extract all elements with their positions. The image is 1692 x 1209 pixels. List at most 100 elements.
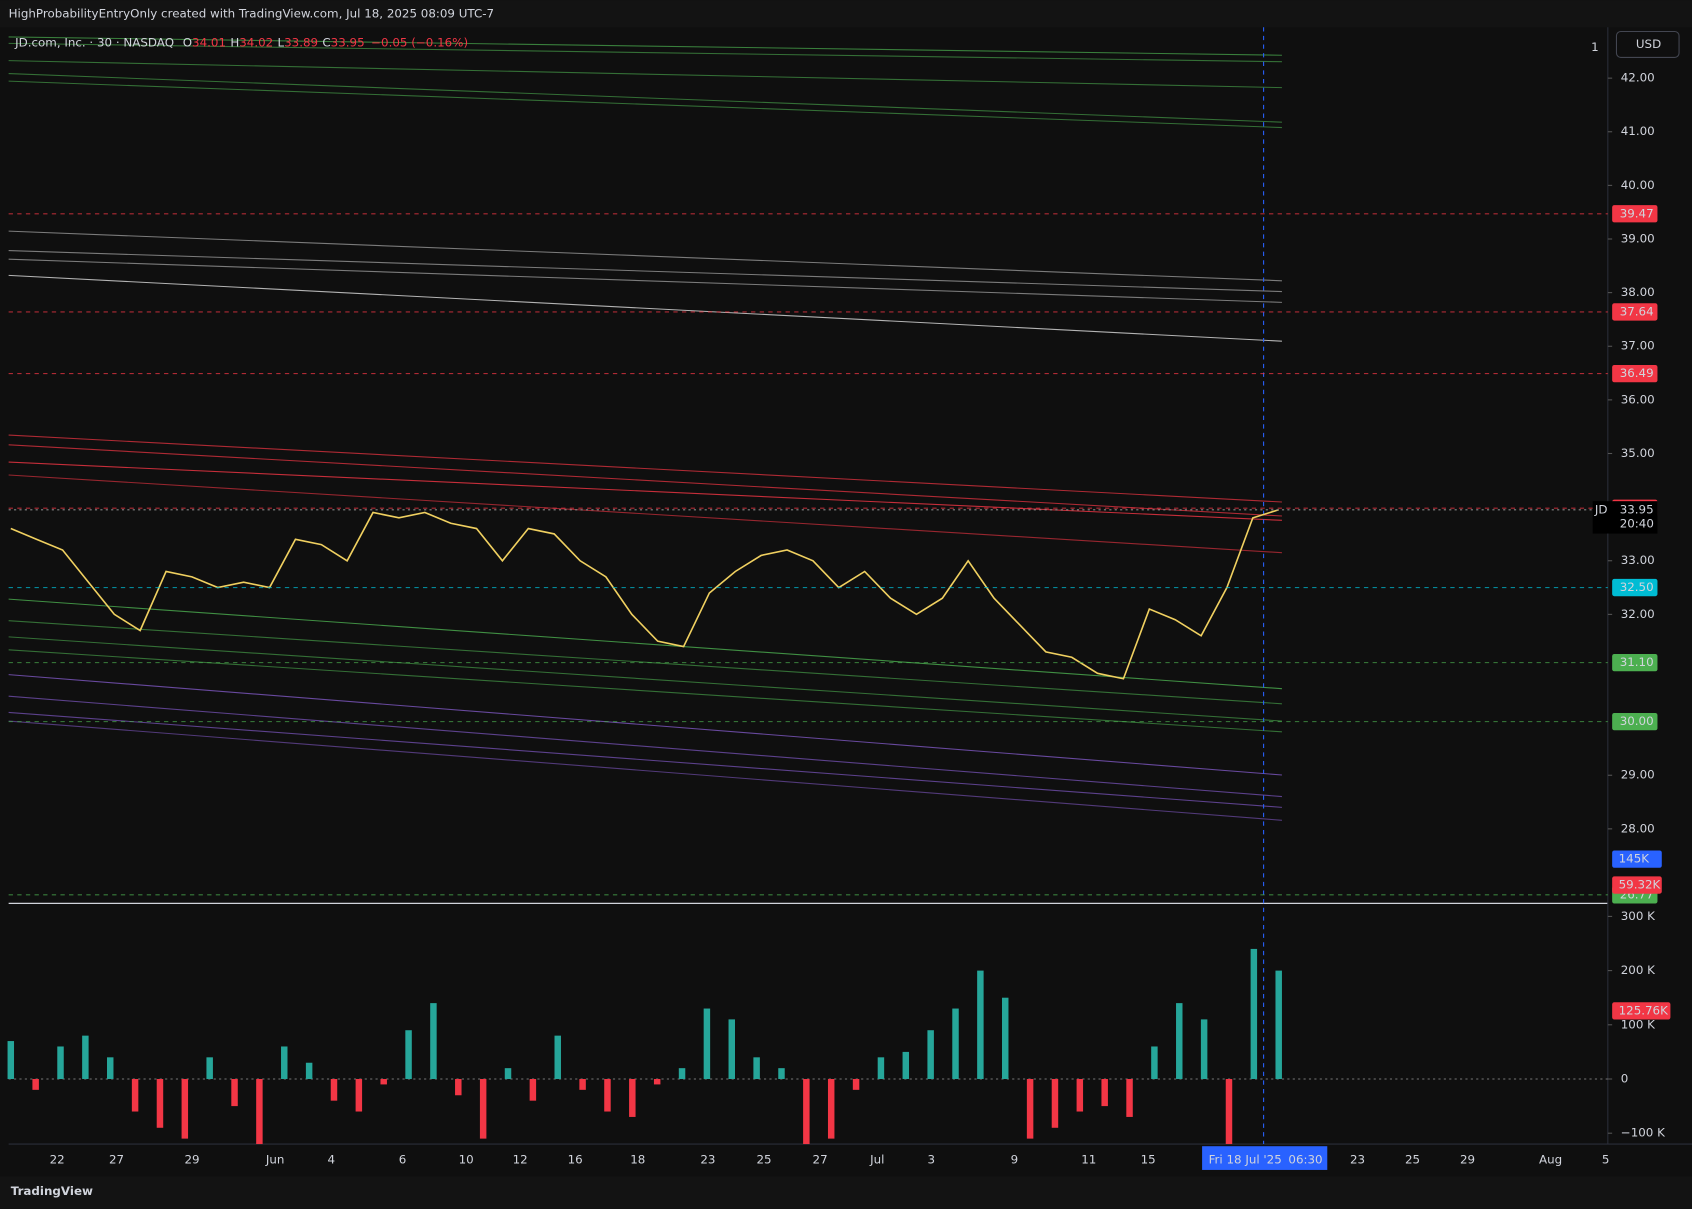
ohlc-value: 33.89 xyxy=(284,35,318,49)
histogram-bar xyxy=(604,1079,611,1112)
x-tick-label: 25 xyxy=(1405,1153,1420,1167)
y-tick-label: −100 K xyxy=(1621,1126,1666,1140)
ohlc-key: C xyxy=(322,35,330,49)
histogram-bar xyxy=(131,1079,139,1112)
histogram-bar xyxy=(1002,997,1009,1080)
histogram-bar xyxy=(281,1046,288,1080)
y-tick-label: 40.00 xyxy=(1621,178,1655,192)
brand: TradingView xyxy=(11,1184,93,1198)
crosshair-label xyxy=(1202,1146,1328,1170)
ohlc-key: L xyxy=(278,35,285,49)
histogram-bar xyxy=(380,1079,387,1085)
histogram-bar xyxy=(1275,970,1282,1080)
price-label-bg xyxy=(1612,364,1658,383)
histogram-bar xyxy=(7,1041,15,1080)
x-tick-label: Jul xyxy=(869,1153,884,1167)
ohlc-value: 34.01 xyxy=(192,35,226,49)
histogram-bar xyxy=(952,1008,959,1080)
price-label-bg xyxy=(1612,654,1658,672)
histogram-bar xyxy=(181,1079,189,1139)
scale-mode[interactable]: 1 xyxy=(1591,40,1599,54)
histogram-bar xyxy=(455,1079,462,1096)
histogram-bar xyxy=(653,1079,661,1085)
histogram-bar xyxy=(1101,1079,1108,1107)
y-tick-label: 200 K xyxy=(1621,963,1656,977)
y-tick-label: 32.00 xyxy=(1621,607,1655,621)
volume-label-bg xyxy=(1612,850,1662,868)
histogram-bar xyxy=(778,1068,785,1080)
histogram-bar xyxy=(728,1019,736,1080)
y-tick-label: 100 K xyxy=(1621,1017,1656,1031)
y-tick-label: 35.00 xyxy=(1621,446,1655,460)
y-tick-label: 42.00 xyxy=(1621,71,1655,85)
histogram-bar xyxy=(305,1062,313,1080)
price-label-bg xyxy=(1612,205,1658,223)
histogram-bar xyxy=(32,1079,39,1090)
x-tick-label: 27 xyxy=(109,1153,124,1167)
histogram-bar xyxy=(977,970,984,1080)
histogram-bar xyxy=(927,1030,934,1080)
ohlc-key: O xyxy=(183,35,192,49)
change: −0.05 (−0.16%) xyxy=(371,35,468,49)
crosshair-time: 06:30 xyxy=(1288,1153,1322,1167)
histogram-bar xyxy=(678,1068,686,1080)
histogram-bar xyxy=(479,1079,487,1139)
symbol-legend: JD.com, Inc. · 30 · NASDAQ O34.01 H34.02 L3… xyxy=(14,35,468,49)
ohlc-key: H xyxy=(230,35,239,49)
price-label: 39.47 xyxy=(1620,206,1654,220)
current-time: 20:40 xyxy=(1620,516,1654,530)
currency-button[interactable] xyxy=(1615,30,1680,58)
x-tick-label: 5 xyxy=(1602,1153,1610,1167)
histogram-bar xyxy=(82,1035,89,1080)
symbol: JD.com, Inc. · 30 · NASDAQ xyxy=(14,35,174,49)
price-label: 32.50 xyxy=(1620,580,1654,594)
price-label: 31.10 xyxy=(1620,655,1654,669)
x-tick-label: 11 xyxy=(1081,1153,1096,1167)
y-tick-label: 38.00 xyxy=(1621,285,1655,299)
price-label: 37.64 xyxy=(1620,304,1654,318)
price-label: 36.49 xyxy=(1620,366,1654,380)
x-tick-label: 10 xyxy=(459,1153,474,1167)
ohlc: O34.01 H34.02 L33.89 C33.95 xyxy=(183,35,365,49)
current-price: 33.95 xyxy=(1620,502,1654,516)
histogram-bar xyxy=(579,1079,586,1090)
x-tick-label: 12 xyxy=(513,1153,528,1167)
x-tick-label: 16 xyxy=(568,1153,583,1167)
ohlc-value: 33.95 xyxy=(331,35,365,49)
x-tick-label: 6 xyxy=(399,1153,407,1167)
crosshair-date: Fri 18 Jul '25 xyxy=(1209,1153,1282,1167)
x-tick-label: Jun xyxy=(265,1153,285,1167)
y-tick-label: 39.00 xyxy=(1621,232,1655,246)
y-tick-label: 37.00 xyxy=(1621,339,1655,353)
x-tick-label: 27 xyxy=(813,1153,828,1167)
y-tick-label: 28.00 xyxy=(1621,821,1655,835)
x-tick-label: Aug xyxy=(1539,1153,1562,1167)
symbol-tag: JD xyxy=(1594,502,1608,516)
histogram-bar xyxy=(1151,1046,1158,1080)
x-tick-label: 23 xyxy=(1350,1153,1365,1167)
y-tick-label: 33.00 xyxy=(1621,553,1655,567)
x-tick-label: 29 xyxy=(185,1153,200,1167)
price-label-bg xyxy=(1612,712,1658,731)
histogram-bar xyxy=(355,1079,363,1112)
footer xyxy=(0,1176,1692,1209)
histogram-bar xyxy=(554,1035,561,1080)
histogram-bar xyxy=(1176,1003,1183,1080)
price-label: 30.00 xyxy=(1620,714,1654,728)
y-tick-label: 41.00 xyxy=(1621,124,1655,138)
histogram-bar xyxy=(877,1057,885,1080)
histogram-bar xyxy=(1051,1079,1059,1128)
x-tick-label: 22 xyxy=(50,1153,65,1167)
histogram-bar xyxy=(1250,948,1258,1080)
x-tick-label: 25 xyxy=(756,1153,771,1167)
histogram-bar xyxy=(1026,1079,1034,1139)
current-price-bg xyxy=(1592,501,1658,534)
currency[interactable]: USD xyxy=(1636,37,1661,51)
histogram-bar xyxy=(1200,1019,1208,1080)
last-value-bg xyxy=(1612,1002,1671,1020)
histogram-bar xyxy=(703,1008,711,1080)
histogram-bar xyxy=(206,1057,213,1080)
price-label-bg xyxy=(1612,303,1658,321)
histogram-bar xyxy=(629,1079,636,1117)
header-bar xyxy=(0,0,1692,28)
